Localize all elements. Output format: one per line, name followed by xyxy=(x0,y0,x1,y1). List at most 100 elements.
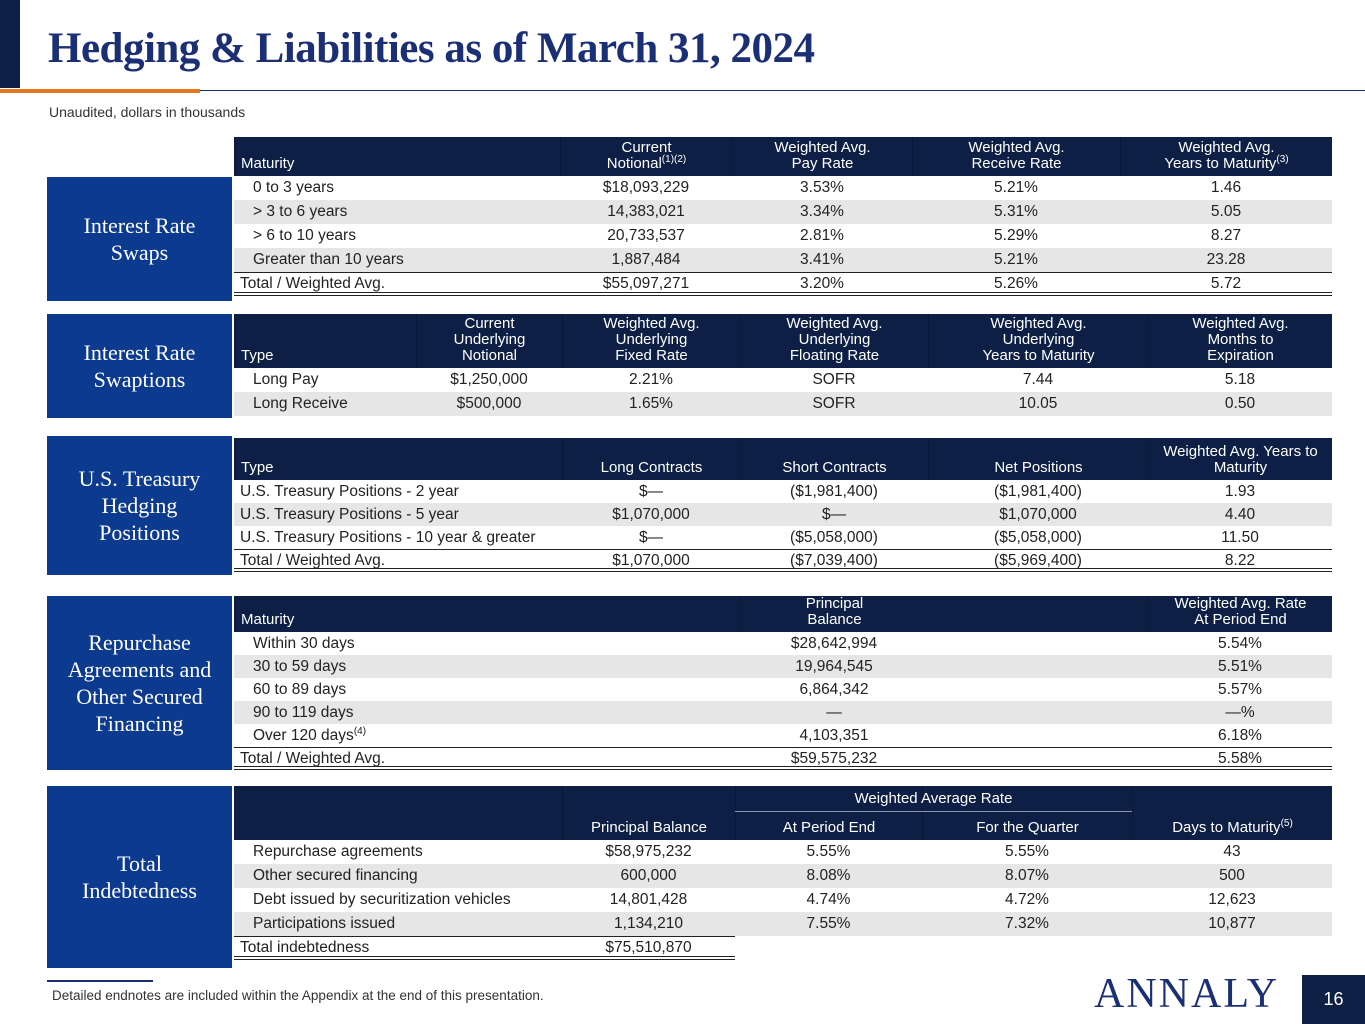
section-label: Interest Rate Swaptions xyxy=(47,314,232,418)
table-cell: 19,964,545 xyxy=(795,657,873,675)
table-cell: $18,093,229 xyxy=(602,179,690,196)
table-cell: 5.26% xyxy=(994,275,1038,292)
header-cell: Long Contracts xyxy=(562,438,740,480)
page-number: 16 xyxy=(1302,975,1365,1024)
table-cell: 0 to 3 years xyxy=(253,179,334,196)
cell-content: Weighted Avg. Years to Maturity(3) xyxy=(1164,140,1288,172)
table-row xyxy=(234,200,1332,224)
section-label: Total Indebtedness xyxy=(47,786,232,968)
table-cell: U.S. Treasury Positions - 5 year xyxy=(240,505,459,523)
cell-text: Over 120 days xyxy=(253,726,354,744)
table-header xyxy=(234,137,1332,176)
header-cell: Current Underlying Notional xyxy=(416,314,562,368)
table-cell: $59,575,232 xyxy=(790,749,878,767)
table-cell: 5.54% xyxy=(1218,634,1262,652)
table-cell: 10.05 xyxy=(1018,395,1058,412)
table-cell: 1.93 xyxy=(1224,482,1256,500)
table-header xyxy=(234,596,1332,632)
header-cell: Maturity xyxy=(234,596,562,632)
table-cell: Total / Weighted Avg. xyxy=(240,551,386,569)
table-cell: 6.18% xyxy=(1218,726,1262,744)
table-cell: ($5,058,000) xyxy=(790,528,878,546)
table-cell: 5.55% xyxy=(1005,843,1049,860)
table-cell: 5.05 xyxy=(1210,203,1242,220)
logo: ANNALY xyxy=(1094,971,1280,1017)
table-row xyxy=(234,248,1332,272)
table-cell: 5.51% xyxy=(1218,657,1262,675)
table-cell: 12,623 xyxy=(1208,891,1256,908)
table-cell: U.S. Treasury Positions - 2 year xyxy=(240,482,459,500)
table-cell: 8.22 xyxy=(1224,551,1256,569)
table-cell: 3.20% xyxy=(800,275,844,292)
table-cell: U.S. Treasury Positions - 10 year & grea… xyxy=(240,528,536,546)
table-cell: 5.18 xyxy=(1224,371,1256,388)
table-cell: 30 to 59 days xyxy=(253,657,347,675)
table-cell: 0.50 xyxy=(1224,395,1256,412)
table-cell: Debt issued by securitization vehicles xyxy=(253,891,511,908)
table-cell: 10,877 xyxy=(1208,915,1256,932)
table-cell: 60 to 89 days xyxy=(253,680,347,698)
table-cell: $— xyxy=(638,482,664,500)
table-row xyxy=(234,864,1332,888)
footnote-ref: (4) xyxy=(353,725,367,737)
header-cell: Weighted Avg. Receive Rate xyxy=(912,137,1120,176)
table-header xyxy=(234,314,1332,368)
table-cell: 5.58% xyxy=(1218,749,1262,767)
table-cell: 3.41% xyxy=(800,251,844,268)
header-cell: Type xyxy=(234,438,562,480)
table-cell: Long Receive xyxy=(253,395,348,412)
table-cell: Over 120 days(4) xyxy=(234,724,562,747)
table-row xyxy=(234,503,1332,526)
table-cell: 4,103,351 xyxy=(799,726,869,744)
header-cell: Weighted Avg. Underlying Years to Maturi… xyxy=(928,314,1148,368)
header-cell: Weighted Avg. Years to Maturity(3) xyxy=(1120,137,1332,176)
table-cell: 7.32% xyxy=(1005,915,1049,932)
table-cell: Repurchase agreements xyxy=(253,843,423,860)
footnote: Detailed endnotes are included within th… xyxy=(52,988,544,1003)
accent-line xyxy=(0,89,200,93)
table-cell: 7.44 xyxy=(1022,371,1054,388)
table-cell: $— xyxy=(638,528,664,546)
group-header: Weighted Average Rate xyxy=(735,790,1132,812)
table-cell: ($5,969,400) xyxy=(994,551,1082,569)
table-cell: 5.29% xyxy=(994,227,1038,244)
table-cell: 23.28 xyxy=(1206,251,1246,268)
table-cell: 1.65% xyxy=(629,395,673,412)
header-cell: Weighted Avg. Rate At Period End xyxy=(1148,596,1332,632)
table-cell: 5.31% xyxy=(994,203,1038,220)
header-cell: Weighted Avg. Underlying Fixed Rate xyxy=(562,314,740,368)
table-cell: 43 xyxy=(1223,843,1241,860)
table-cell: 3.53% xyxy=(800,179,844,196)
footnote-ref: (1)(2) xyxy=(661,154,687,165)
table-cell: $75,510,870 xyxy=(605,939,692,956)
table-cell: Total indebtedness xyxy=(240,939,370,956)
header-cell: Principal Balance xyxy=(740,596,928,632)
table-cell: 600,000 xyxy=(620,867,677,884)
table-cell: 8.07% xyxy=(1005,867,1049,884)
table-cell: Participations issued xyxy=(253,915,396,932)
table-row xyxy=(234,392,1332,416)
table-cell: $1,070,000 xyxy=(612,551,690,569)
table-cell: — xyxy=(826,703,842,721)
cell-content: Current Notional(1)(2) xyxy=(607,140,687,172)
table-cell: $1,250,000 xyxy=(450,371,528,388)
header-cell: Type xyxy=(234,314,416,368)
total-row xyxy=(234,272,1332,296)
table-cell: ($7,039,400) xyxy=(790,551,878,569)
corner-bar xyxy=(0,0,20,88)
table-cell: 1,887,484 xyxy=(611,251,681,268)
table-cell: 5.57% xyxy=(1218,680,1262,698)
table-cell: 8.08% xyxy=(806,867,851,884)
table-cell: $1,070,000 xyxy=(999,505,1077,523)
cell-content: Over 120 days(4) xyxy=(253,725,367,745)
header-cell: Current Notional(1)(2) xyxy=(560,137,732,176)
table-cell: 3.34% xyxy=(800,203,844,220)
header-cell: Weighted Avg. Months to Expiration xyxy=(1148,314,1332,368)
table-cell: > 6 to 10 years xyxy=(253,227,356,244)
table-cell: 90 to 119 days xyxy=(253,703,354,721)
table-cell: 11.50 xyxy=(1221,528,1259,546)
table-cell: 6,864,342 xyxy=(799,680,869,698)
table-cell: 4.40 xyxy=(1224,505,1256,523)
table-cell: ($1,981,400) xyxy=(994,482,1082,500)
